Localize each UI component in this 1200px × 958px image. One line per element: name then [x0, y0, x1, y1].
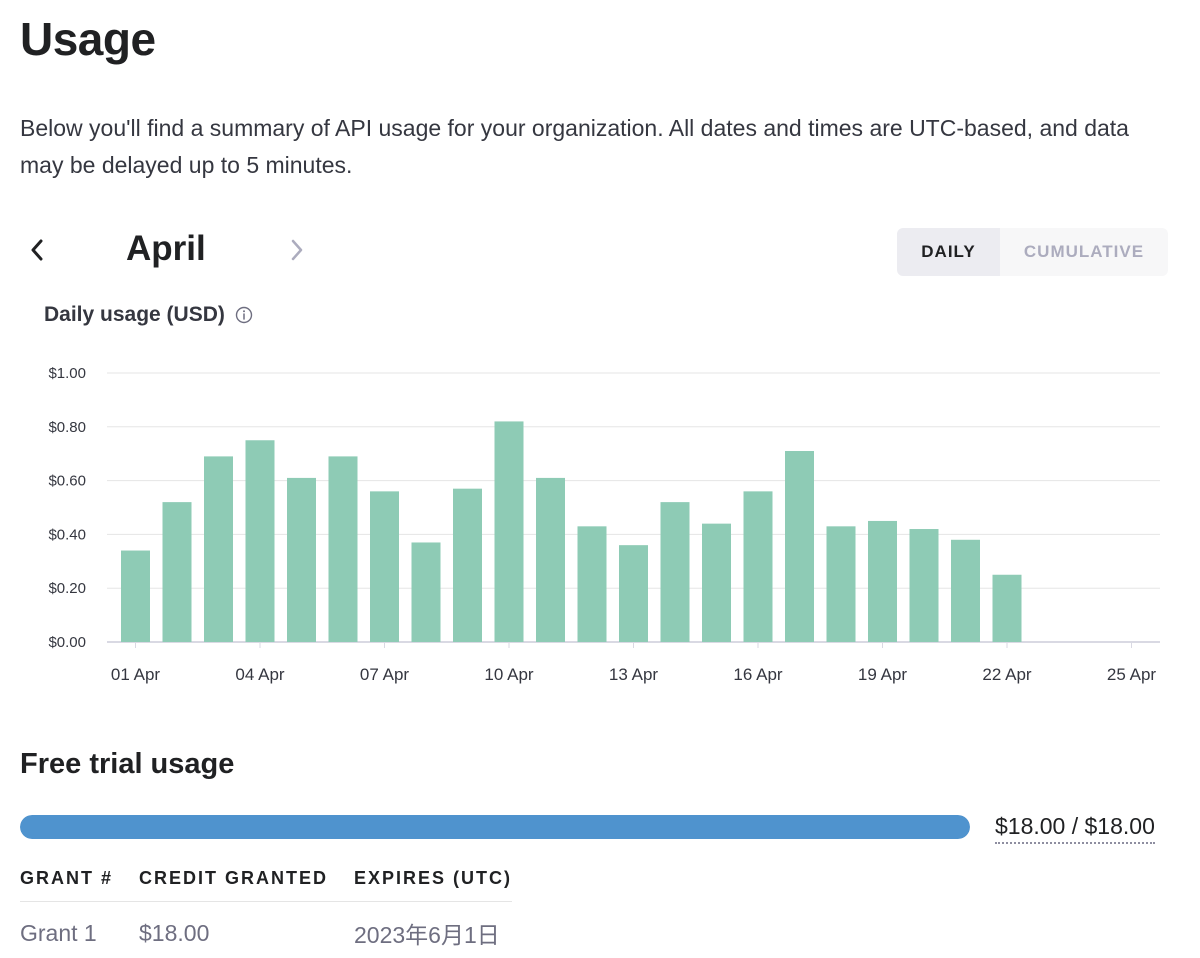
usage-bar: [453, 488, 482, 642]
y-tick-label: $0.60: [48, 473, 86, 490]
chart-title: Daily usage (USD): [44, 303, 253, 327]
grant-number-header: GRANT #: [20, 868, 140, 902]
usage-bar: [702, 523, 731, 642]
free-trial-title: Free trial usage: [20, 748, 235, 780]
usage-bar: [868, 520, 897, 642]
grants-header-row: GRANT # CREDIT GRANTED EXPIRES (UTC): [20, 868, 513, 902]
usage-bar: [328, 456, 358, 642]
x-tick-label: 01 Apr: [111, 665, 160, 684]
table-row: Grant 1 $18.00 2023年6月1日: [20, 902, 512, 951]
usage-bar: [992, 574, 1022, 642]
usage-bar: [245, 440, 275, 642]
usage-bar: [411, 542, 441, 642]
usage-bar: [743, 491, 773, 642]
y-tick-label: $1.00: [48, 365, 86, 382]
usage-bar: [826, 526, 856, 642]
y-tick-label: $0.20: [48, 580, 86, 597]
credit-granted-header: CREDIT GRANTED: [139, 868, 355, 902]
usage-bar: [619, 545, 648, 642]
x-tick-label: 04 Apr: [235, 665, 284, 684]
x-tick-label: 13 Apr: [609, 665, 658, 684]
x-tick-label: 16 Apr: [733, 665, 782, 684]
grants-table: GRANT # CREDIT GRANTED EXPIRES (UTC) Gra…: [20, 868, 513, 951]
y-tick-label: $0.80: [48, 419, 86, 436]
x-tick-label: 25 Apr: [1107, 665, 1156, 684]
previous-month-button[interactable]: [18, 230, 58, 270]
x-tick-label: 19 Apr: [858, 665, 907, 684]
expires-cell: 2023年6月1日: [354, 922, 500, 948]
cumulative-view-button[interactable]: CUMULATIVE: [1023, 242, 1145, 261]
next-month-button[interactable]: [276, 230, 316, 270]
free-trial-progress-bar: [20, 815, 970, 839]
chevron-right-icon: [291, 239, 303, 261]
info-icon[interactable]: [235, 306, 253, 324]
usage-bar: [494, 421, 524, 642]
current-month: April: [126, 229, 206, 268]
grant-number-cell: Grant 1: [20, 919, 97, 946]
usage-bar: [577, 526, 607, 642]
x-tick-label: 07 Apr: [360, 665, 409, 684]
usage-bar: [785, 451, 814, 642]
usage-bar: [951, 539, 980, 642]
free-trial-progress-fill: [20, 815, 970, 839]
x-tick-label: 10 Apr: [484, 665, 533, 684]
usage-bar: [660, 502, 690, 642]
usage-bar: [909, 529, 939, 642]
usage-bar: [370, 491, 399, 642]
usage-bar: [287, 477, 316, 642]
y-tick-label: $0.40: [48, 526, 86, 543]
usage-bar: [162, 502, 192, 642]
credit-granted-cell: $18.00: [139, 919, 210, 946]
chart-title-label: Daily usage (USD): [44, 303, 225, 326]
free-trial-amount[interactable]: $18.00 / $18.00: [995, 813, 1155, 844]
x-tick-label: 22 Apr: [982, 665, 1031, 684]
daily-usage-chart: $0.00 $0.20 $0.40 $0.60 $0.80 $1.00 01 Apr 04 A…: [48, 365, 1160, 684]
page-description: Below you'll find a summary of API usage…: [20, 115, 1129, 178]
usage-bar: [536, 477, 565, 642]
view-toggle: DAILY CUMULATIVE: [897, 228, 1168, 276]
chevron-left-icon: [31, 239, 43, 261]
expires-header: EXPIRES (UTC): [354, 868, 513, 902]
daily-view-button[interactable]: DAILY: [897, 228, 1000, 276]
usage-bar: [204, 456, 233, 642]
page-title: Usage: [20, 13, 156, 65]
usage-bar: [121, 550, 150, 642]
y-tick-label: $0.00: [48, 634, 86, 651]
